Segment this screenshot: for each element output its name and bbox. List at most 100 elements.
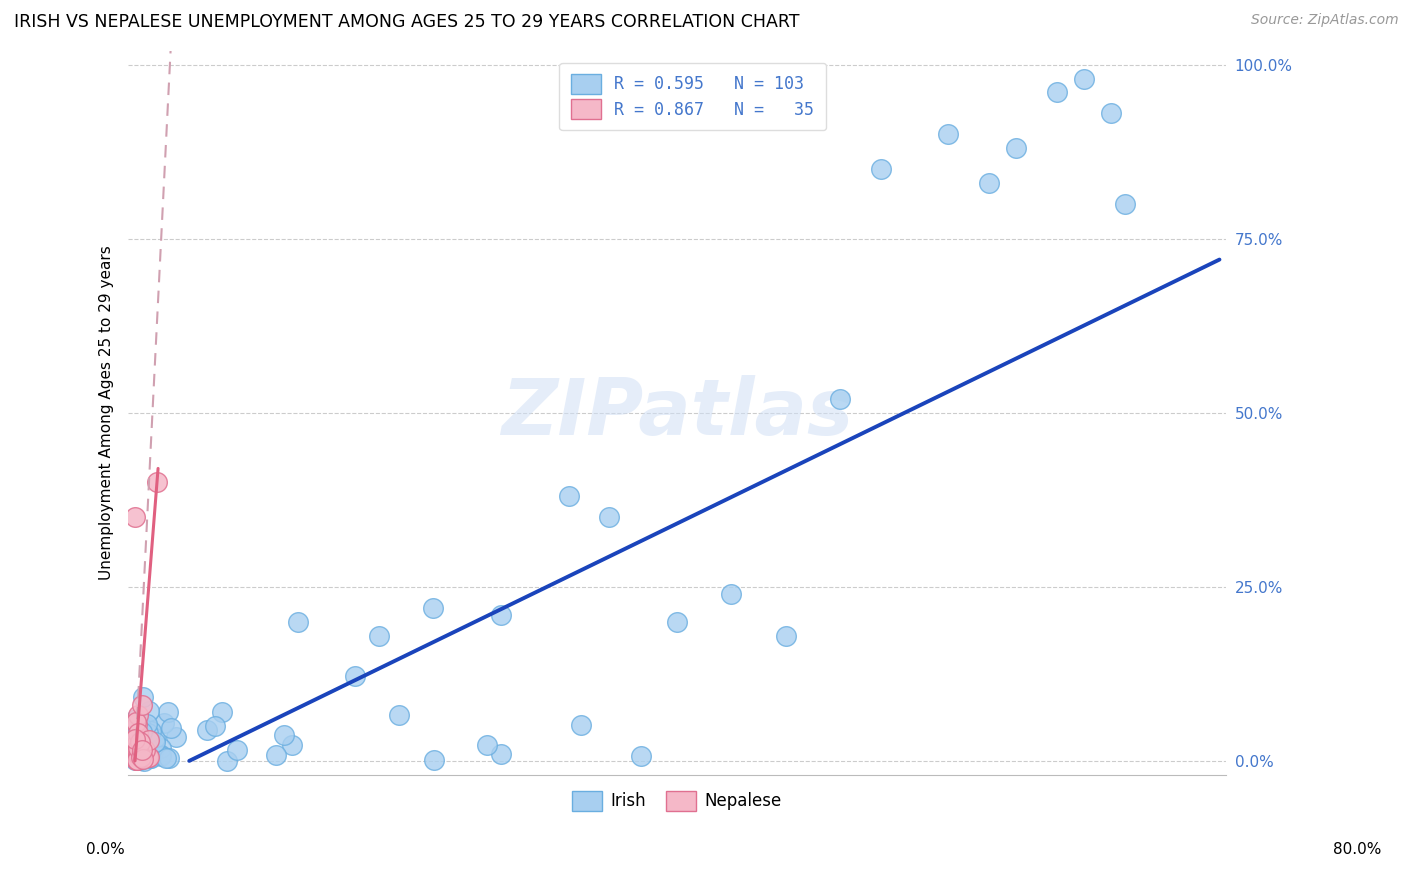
Point — [134, 744, 156, 758]
Point — [135, 740, 157, 755]
Point — [138, 750, 160, 764]
Point — [131, 746, 153, 760]
Point — [138, 732, 160, 747]
Point — [128, 744, 150, 758]
Point — [157, 750, 180, 764]
Point — [128, 742, 150, 756]
Point — [134, 726, 156, 740]
Point — [423, 754, 446, 768]
Point — [131, 743, 153, 757]
Point — [165, 731, 187, 745]
Point — [127, 752, 149, 766]
Point — [136, 751, 159, 765]
Point — [124, 753, 146, 767]
Point — [388, 708, 411, 723]
Point — [149, 749, 172, 764]
Point — [129, 749, 152, 764]
Point — [131, 723, 153, 738]
Point — [1073, 71, 1095, 86]
Point — [489, 747, 512, 761]
Point — [128, 747, 150, 761]
Point — [131, 698, 153, 712]
Point — [129, 720, 152, 734]
Point — [135, 750, 157, 764]
Point — [142, 745, 165, 759]
Point — [129, 739, 152, 753]
Point — [1114, 197, 1136, 211]
Point — [156, 705, 179, 719]
Point — [139, 731, 162, 746]
Text: Source: ZipAtlas.com: Source: ZipAtlas.com — [1251, 13, 1399, 28]
Point — [124, 731, 146, 746]
Point — [124, 753, 146, 767]
Point — [131, 743, 153, 757]
Point — [124, 510, 146, 524]
Point — [368, 629, 391, 643]
Point — [143, 731, 166, 746]
Point — [569, 718, 592, 732]
Y-axis label: Unemployment Among Ages 25 to 29 years: Unemployment Among Ages 25 to 29 years — [100, 245, 114, 580]
Point — [828, 392, 851, 406]
Point — [125, 741, 148, 756]
Point — [150, 741, 173, 756]
Text: ZIPatlas: ZIPatlas — [501, 375, 853, 450]
Point — [125, 714, 148, 729]
Point — [128, 753, 150, 767]
Point — [287, 615, 309, 629]
Point — [127, 735, 149, 749]
Point — [124, 734, 146, 748]
Point — [125, 747, 148, 761]
Point — [127, 753, 149, 767]
Point — [127, 753, 149, 767]
Point — [129, 751, 152, 765]
Point — [344, 668, 367, 682]
Point — [145, 475, 167, 490]
Point — [127, 741, 149, 756]
Point — [131, 725, 153, 739]
Point — [422, 600, 444, 615]
Point — [128, 729, 150, 743]
Point — [204, 719, 226, 733]
Point — [131, 735, 153, 749]
Point — [131, 747, 153, 762]
Point — [630, 749, 652, 764]
Point — [131, 728, 153, 742]
Point — [131, 752, 153, 766]
Point — [127, 725, 149, 739]
Point — [720, 587, 742, 601]
Point — [127, 736, 149, 750]
Point — [136, 750, 159, 764]
Point — [195, 723, 218, 737]
Point — [153, 715, 176, 730]
Point — [666, 615, 689, 629]
Point — [132, 726, 155, 740]
Point — [132, 690, 155, 704]
Point — [125, 742, 148, 756]
Point — [477, 738, 499, 752]
Point — [139, 723, 162, 738]
Point — [226, 743, 249, 757]
Point — [977, 176, 1000, 190]
Point — [125, 752, 148, 766]
Point — [129, 743, 152, 757]
Text: IRISH VS NEPALESE UNEMPLOYMENT AMONG AGES 25 TO 29 YEARS CORRELATION CHART: IRISH VS NEPALESE UNEMPLOYMENT AMONG AGE… — [14, 13, 800, 31]
Point — [125, 746, 148, 760]
Point — [127, 731, 149, 746]
Point — [127, 743, 149, 757]
Point — [129, 750, 152, 764]
Point — [129, 738, 152, 752]
Point — [160, 722, 183, 736]
Point — [125, 722, 148, 736]
Point — [129, 739, 152, 753]
Point — [132, 717, 155, 731]
Point — [128, 739, 150, 754]
Point — [131, 751, 153, 765]
Point — [775, 629, 797, 643]
Point — [136, 749, 159, 764]
Point — [129, 724, 152, 739]
Point — [869, 162, 891, 177]
Point — [134, 754, 156, 768]
Point — [136, 717, 159, 731]
Point — [125, 732, 148, 747]
Point — [136, 748, 159, 763]
